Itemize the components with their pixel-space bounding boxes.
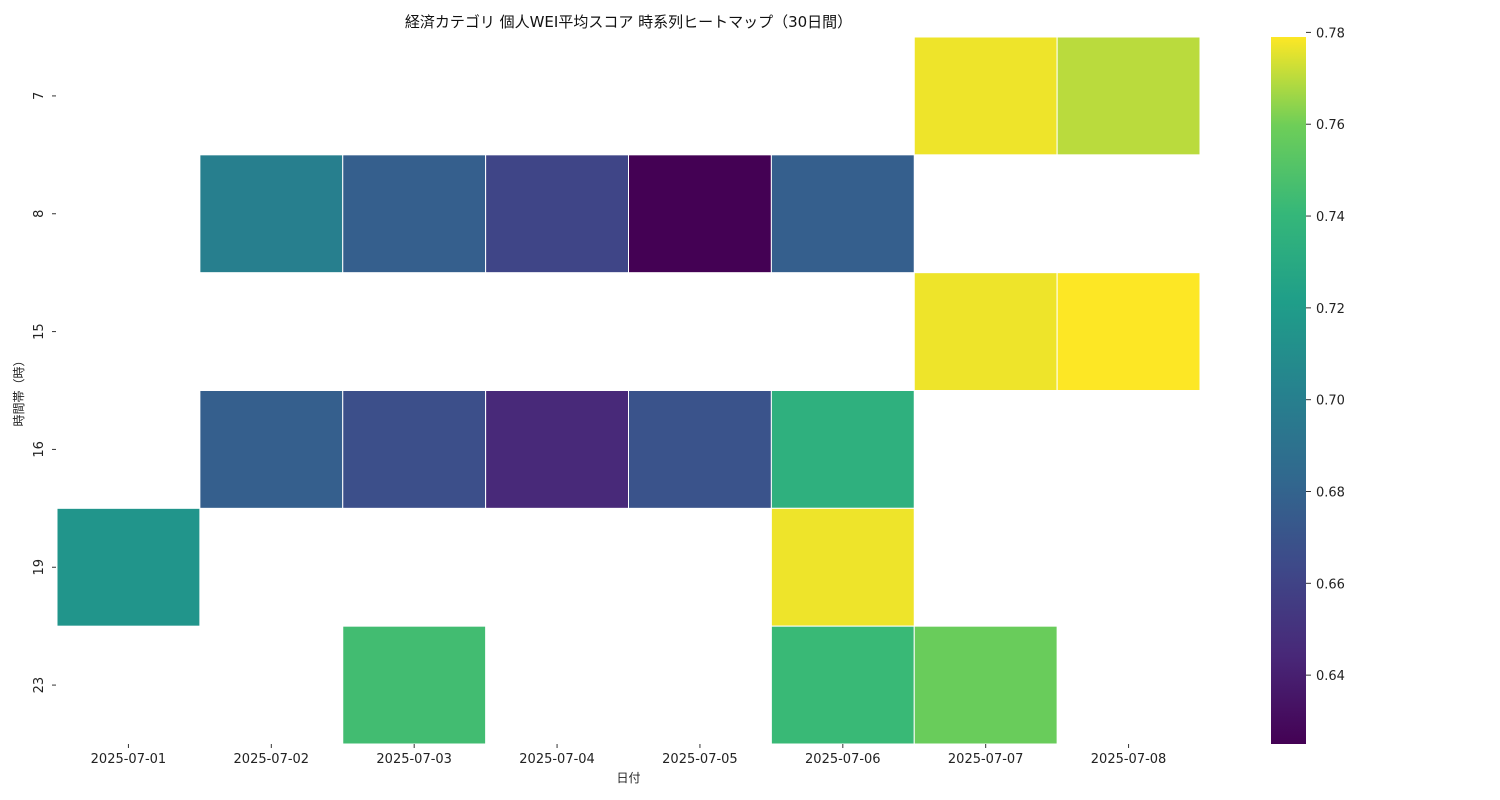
- x-tick-label: 2025-07-07: [948, 752, 1024, 767]
- colorbar-tick-label: 0.76: [1316, 118, 1345, 133]
- colorbar-tick-label: 0.66: [1316, 577, 1345, 592]
- x-tick-label: 2025-07-04: [519, 752, 595, 767]
- y-tick-label: 23: [32, 677, 47, 694]
- y-tick-label: 7: [32, 92, 47, 100]
- heatmap-cell: [770, 507, 915, 627]
- chart-title: 経済カテゴリ 個人WEI平均スコア 時系列ヒートマップ（30日間）: [404, 13, 853, 31]
- heatmap-cell: [913, 272, 1058, 391]
- heatmap-cell: [342, 625, 487, 745]
- heatmap-cell: [628, 154, 772, 274]
- heatmap-cell: [342, 154, 487, 274]
- x-tick-label: 2025-07-06: [805, 752, 881, 767]
- x-axis-title: 日付: [616, 771, 640, 785]
- colorbar-tick-label: 0.74: [1316, 210, 1345, 225]
- heatmap-cell: [770, 390, 915, 509]
- colorbar-tick-label: 0.64: [1316, 669, 1345, 684]
- heatmap-cell: [1056, 272, 1201, 391]
- x-tick-label: 2025-07-02: [234, 752, 310, 767]
- heatmap-cell: [485, 390, 629, 509]
- x-tick-label: 2025-07-01: [91, 752, 167, 767]
- heatmap-cell: [770, 625, 915, 745]
- x-tick-label: 2025-07-05: [662, 752, 738, 767]
- heatmap-cells: [56, 36, 1201, 745]
- y-tick-label: 19: [32, 559, 47, 576]
- colorbar-tick-label: 0.72: [1316, 302, 1345, 317]
- y-tick-label: 16: [32, 441, 47, 458]
- heatmap-cell: [1056, 36, 1201, 156]
- heatmap-cell: [342, 390, 487, 509]
- heatmap-cell: [913, 36, 1058, 156]
- heatmap-cell: [199, 390, 344, 509]
- x-tick-label: 2025-07-08: [1091, 752, 1167, 767]
- colorbar: 0.64 0.66 0.68 0.70 0.72 0.74 0.76 0.78: [1271, 26, 1345, 744]
- heatmap-cell: [485, 154, 629, 274]
- colorbar-tick-label: 0.70: [1316, 394, 1345, 409]
- y-tick-label: 8: [32, 210, 47, 218]
- colorbar-gradient: [1271, 37, 1306, 744]
- y-axis-title: 時間帯（時）: [12, 354, 26, 426]
- heatmap-cell: [56, 507, 201, 627]
- heatmap-cell: [770, 154, 915, 274]
- heatmap-cell: [913, 625, 1058, 745]
- heatmap-cell: [199, 154, 344, 274]
- x-tick-label: 2025-07-03: [376, 752, 452, 767]
- colorbar-tick-label: 0.78: [1316, 26, 1345, 41]
- heatmap-cell: [628, 390, 772, 509]
- y-tick-label: 15: [32, 323, 47, 340]
- heatmap-axes: 2025-07-01 2025-07-02 2025-07-03 2025-07-04…: [12, 92, 1166, 785]
- colorbar-tick-label: 0.68: [1316, 486, 1345, 501]
